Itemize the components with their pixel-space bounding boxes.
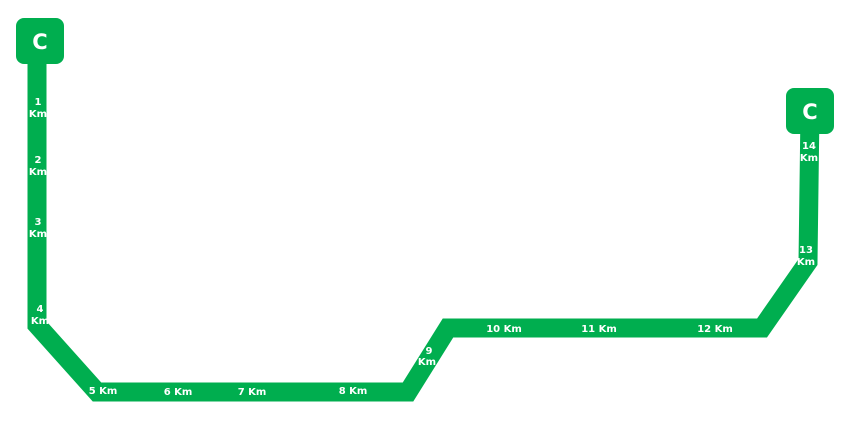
km-marker-7: 7 Km [238,387,267,398]
km-marker-1: 1 Km [29,97,47,120]
end-endpoint-box [786,88,834,134]
km-marker-8-label: 8 Km [339,386,368,397]
km-marker-1-unit: Km [29,109,47,120]
km-marker-3-number: 3 [35,217,42,228]
start-endpoint-box [16,18,64,64]
km-marker-9-unit: Km [418,357,436,368]
end-endpoint: C [786,88,834,134]
km-marker-4-unit: Km [31,316,49,327]
km-marker-9: 9 Km [418,346,436,368]
km-marker-13: 13 Km [797,245,815,268]
start-endpoint-label: C [32,30,47,54]
km-marker-10-label: 10 Km [486,324,522,335]
km-marker-7-label: 7 Km [238,387,267,398]
km-marker-13-number: 13 [799,245,813,256]
km-marker-2-unit: Km [29,167,47,178]
km-marker-6-label: 6 Km [164,387,193,398]
km-marker-12: 12 Km [697,324,733,335]
km-marker-13-unit: Km [797,257,815,268]
km-marker-5: 5 Km [89,386,118,397]
km-marker-14: 14 Km [800,141,818,164]
route-path [27,50,820,402]
km-marker-3: 3 Km [29,217,47,240]
km-marker-14-number: 14 [802,141,816,152]
end-endpoint-label: C [802,100,817,124]
km-marker-5-label: 5 Km [89,386,118,397]
km-marker-4-number: 4 [37,304,44,315]
km-marker-8: 8 Km [339,386,368,397]
km-marker-2: 2 Km [29,155,47,178]
km-marker-6: 6 Km [164,387,193,398]
km-marker-3-unit: Km [29,229,47,240]
start-endpoint: C [16,18,64,64]
km-marker-11: 11 Km [581,324,617,335]
km-marker-9-number: 9 [426,346,433,357]
km-marker-14-unit: Km [800,153,818,164]
km-marker-4: 4 Km [31,304,49,327]
km-marker-12-label: 12 Km [697,324,733,335]
km-marker-2-number: 2 [35,155,42,166]
km-marker-1-number: 1 [35,97,42,108]
km-marker-10: 10 Km [486,324,522,335]
km-marker-11-label: 11 Km [581,324,617,335]
